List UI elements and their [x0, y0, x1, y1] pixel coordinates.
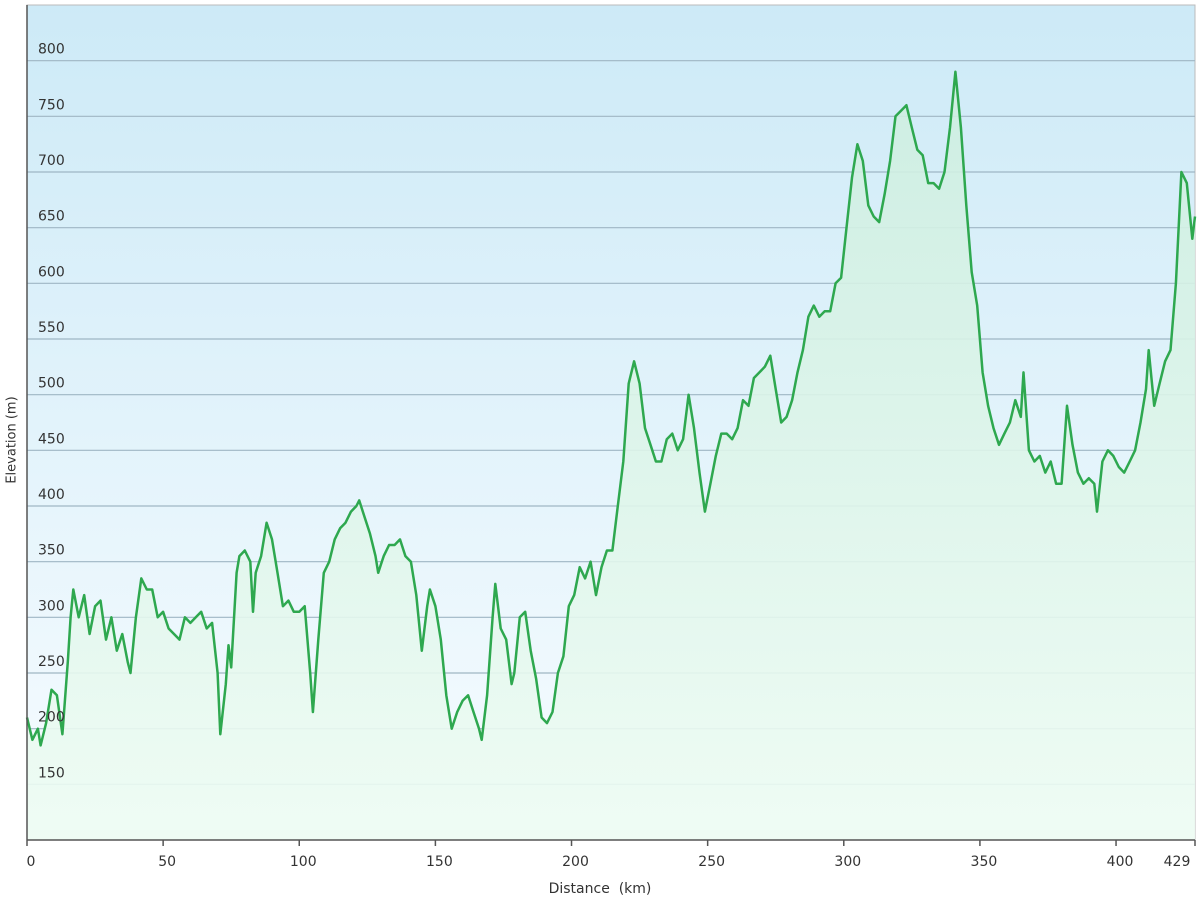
x-tick-label: 250	[698, 854, 725, 870]
x-tick-label: 300	[834, 854, 861, 870]
x-tick-label: 100	[290, 854, 317, 870]
y-tick-label: 300	[38, 598, 65, 614]
y-tick-label: 600	[38, 264, 65, 280]
y-tick-label: 800	[38, 42, 65, 58]
area-fill	[27, 71, 1195, 841]
y-tick-label: 650	[38, 209, 65, 225]
y-tick-label: 750	[38, 97, 65, 113]
x-tick-label: 200	[562, 854, 589, 870]
y-tick-label: 150	[38, 765, 65, 781]
y-tick-label: 250	[38, 654, 65, 670]
y-tick-label: 200	[38, 710, 65, 726]
x-tick-label: 150	[426, 854, 453, 870]
x-tick-label: 429	[1164, 854, 1191, 870]
y-tick-label: 500	[38, 376, 65, 392]
x-axis-title: Distance (km)	[549, 881, 652, 897]
y-axis-title: Elevation (m)	[5, 396, 20, 483]
x-tick-label: 0	[27, 854, 36, 870]
marks	[25, 70, 1197, 841]
y-tick-label: 700	[38, 153, 65, 169]
y-tick-label: 400	[38, 487, 65, 503]
x-tick-label: 400	[1107, 854, 1134, 870]
x-tick-label: 350	[971, 854, 998, 870]
y-tick-label: 350	[38, 543, 65, 559]
labels: 1502002503003504004505005506006507007508…	[26, 42, 1196, 870]
y-tick-label: 550	[38, 320, 65, 336]
y-tick-label: 450	[38, 431, 65, 447]
x-tick-label: 50	[158, 854, 176, 870]
elevation-line	[25, 70, 1197, 747]
